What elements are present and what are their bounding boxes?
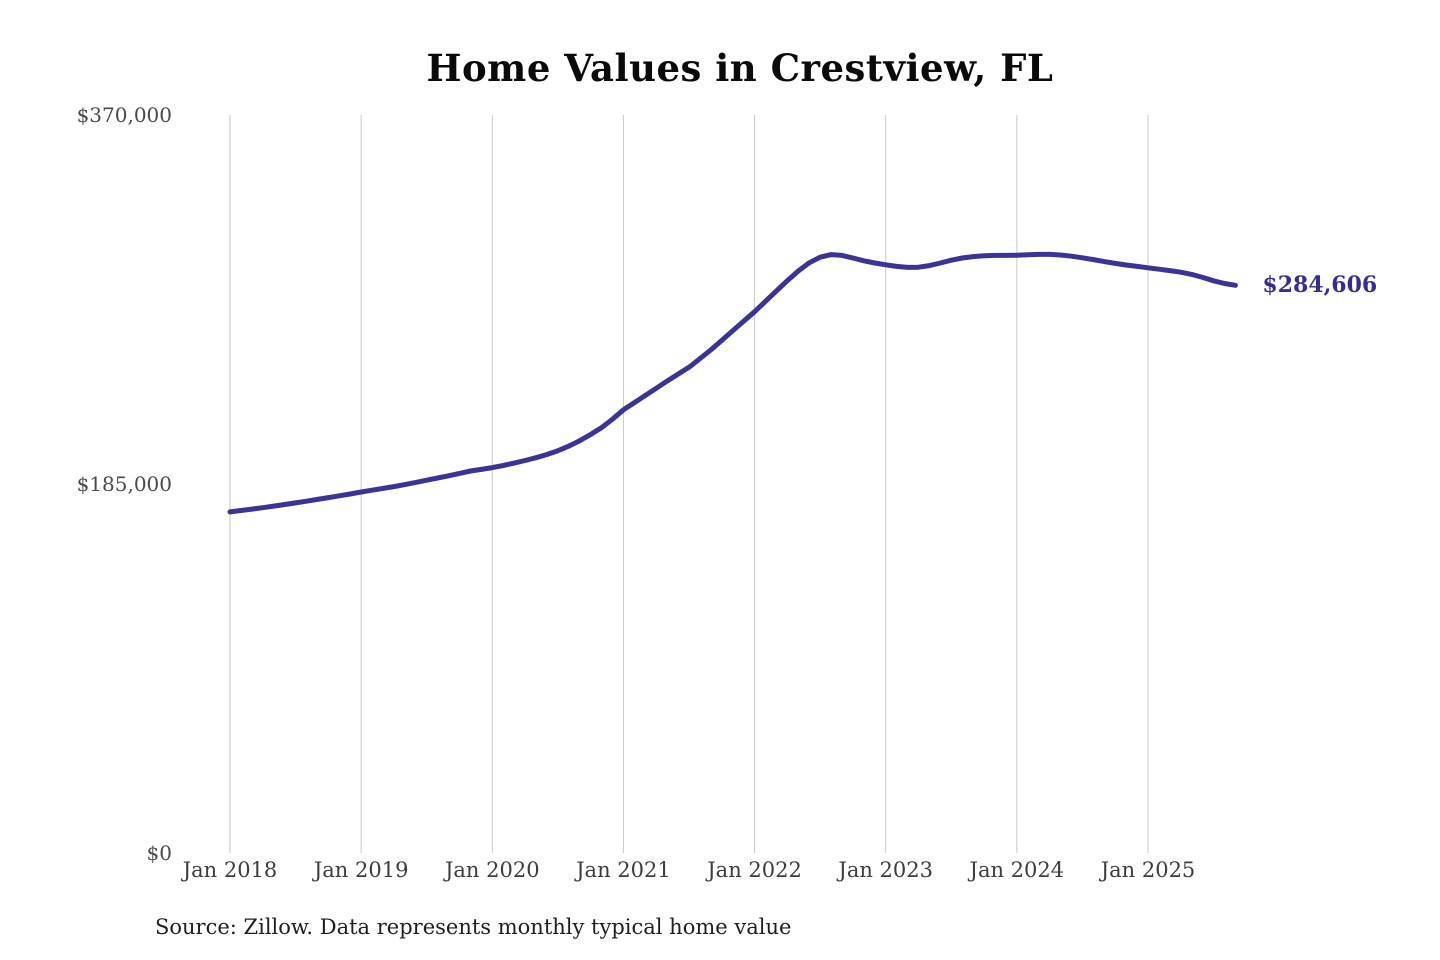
chart-title: Home Values in Crestview, FL [426,46,1054,90]
x-tick-label: Jan 2025 [1100,858,1196,882]
x-tick-label: Jan 2020 [444,858,540,882]
x-tick-label: Jan 2021 [576,858,671,882]
source-note: Source: Zillow. Data represents monthly … [155,915,792,939]
end-value-label: $284,606 [1262,272,1378,299]
y-tick-label: $0 [146,841,172,865]
y-tick-label: $370,000 [76,103,172,127]
series-group [227,251,1238,515]
x-tick-label: Jan 2022 [707,858,802,882]
x-tick-label: Jan 2024 [969,858,1065,882]
y-tick-label: $185,000 [76,472,172,496]
home-value-line [227,251,1238,515]
x-tick-label: Jan 2018 [182,858,278,882]
x-tick-label: Jan 2019 [313,858,409,882]
gridlines-group [229,115,1149,853]
x-tick-label: Jan 2023 [838,858,933,882]
